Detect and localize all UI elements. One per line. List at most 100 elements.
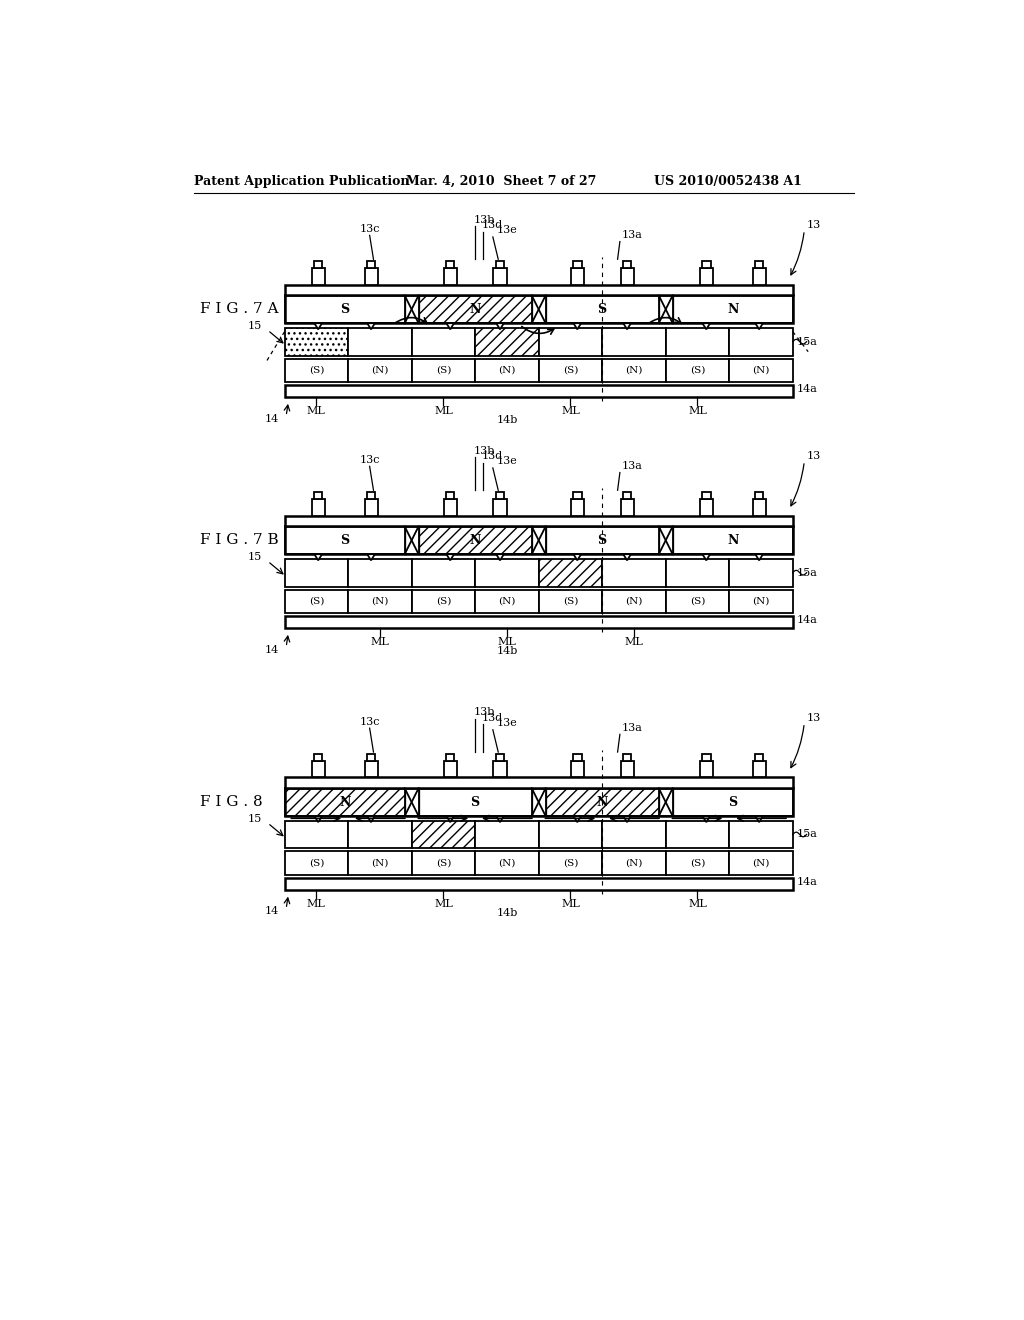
Text: 15a: 15a [797,337,817,347]
Text: ML: ML [688,407,707,416]
Text: 13a: 13a [622,230,642,240]
Text: (N): (N) [626,366,643,375]
Bar [570,499,584,516]
Bar [573,492,582,499]
Bar [621,760,634,777]
Bar [602,558,666,586]
Bar [367,492,375,499]
Bar [496,261,504,268]
Bar [602,821,666,849]
Bar [539,359,602,381]
Bar [475,821,539,849]
Bar [666,359,729,381]
Text: N: N [469,302,481,315]
Polygon shape [497,816,504,822]
Polygon shape [624,554,631,561]
Text: (N): (N) [753,366,770,375]
Bar [602,359,666,381]
Text: N: N [597,796,608,809]
Text: Mar. 4, 2010  Sheet 7 of 27: Mar. 4, 2010 Sheet 7 of 27 [407,176,597,187]
Text: 13d: 13d [481,713,503,723]
Text: (N): (N) [499,366,516,375]
Text: 15: 15 [247,814,261,824]
Bar [602,590,666,612]
Text: (S): (S) [308,597,324,606]
Bar [666,590,729,612]
Bar [285,359,348,381]
Bar [446,754,455,760]
Text: N: N [727,533,738,546]
Polygon shape [368,554,375,561]
Bar [311,760,325,777]
Polygon shape [446,323,454,330]
Text: (N): (N) [371,597,388,606]
Bar [348,821,412,849]
Text: (S): (S) [690,366,706,375]
Text: 14: 14 [264,413,279,424]
Bar [285,590,348,612]
Bar [475,327,539,355]
Text: 13c: 13c [359,455,380,465]
Bar [285,296,793,323]
Bar [348,590,412,612]
Bar [412,851,475,875]
Bar [699,499,713,516]
Text: 14a: 14a [797,384,817,395]
Bar [285,558,348,586]
Bar [365,760,378,777]
Polygon shape [573,323,582,330]
Bar [729,558,793,586]
Text: 13d: 13d [481,451,503,461]
Bar [623,261,632,268]
Bar [494,499,507,516]
Bar [729,821,793,849]
Text: 14a: 14a [797,615,817,626]
Text: 13: 13 [807,451,821,461]
Text: 14b: 14b [497,908,517,917]
Text: 13c: 13c [359,717,380,726]
Text: (S): (S) [308,858,324,867]
Text: 15a: 15a [797,568,817,578]
Text: (N): (N) [753,858,770,867]
Text: S: S [340,302,349,315]
Bar [412,590,475,612]
Bar [494,760,507,777]
Text: 13: 13 [807,713,821,723]
Text: S: S [598,302,607,315]
Text: F I G . 7 B: F I G . 7 B [200,533,279,548]
Bar [729,327,793,355]
Bar [285,327,348,355]
Polygon shape [702,323,710,330]
Bar [348,327,412,355]
Bar [285,516,793,527]
Bar [475,590,539,612]
Bar [285,878,793,890]
Bar [673,527,793,554]
Text: (N): (N) [499,597,516,606]
Polygon shape [756,323,763,330]
Text: (S): (S) [435,366,451,375]
Bar [570,760,584,777]
Text: (S): (S) [690,858,706,867]
Bar [673,788,793,816]
Bar [539,821,602,849]
Bar [621,499,634,516]
Text: 13: 13 [807,220,821,230]
Text: 15a: 15a [797,829,817,840]
Bar [666,851,729,875]
Bar [443,268,457,285]
Bar [546,788,658,816]
Bar [702,261,711,268]
Bar [419,296,531,323]
Text: 13e: 13e [497,718,517,729]
Text: ML: ML [625,638,643,647]
Text: S: S [598,533,607,546]
Bar [755,754,763,760]
Bar [475,558,539,586]
Bar [753,268,766,285]
Bar [602,851,666,875]
Bar [755,261,763,268]
Text: (S): (S) [563,858,579,867]
Bar [412,821,475,849]
Text: Patent Application Publication: Patent Application Publication [194,176,410,187]
